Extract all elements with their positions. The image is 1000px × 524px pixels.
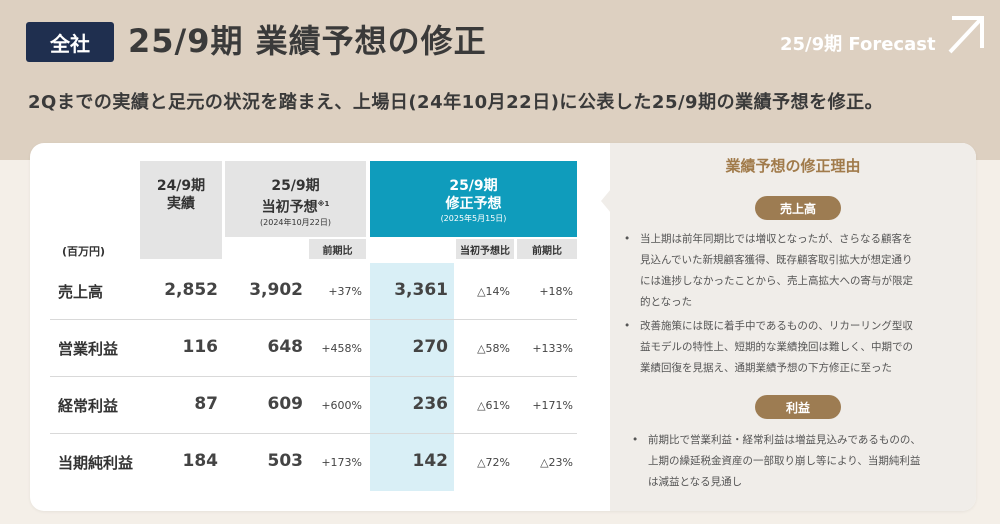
cell-vs-initial: △14% xyxy=(477,285,510,298)
cell-initial: 648 xyxy=(267,337,304,357)
cell-initial-yoy: +37% xyxy=(328,285,362,298)
content-card: 24/9期 実績 25/9期 当初予想※1 (2024年10月22日) 前期比 … xyxy=(30,143,976,511)
sales-bullet-2: • 改善施策には既に着手中であるものの、リカーリング型収 益モデルの特性上、短期… xyxy=(624,320,913,374)
cell-revised-yoy: △23% xyxy=(540,456,573,469)
sales-bullet-1: • 当上期は前年同期比では増収となったが、さらなる顧客を 見込んでいた新規顧客獲… xyxy=(624,233,913,308)
forecast-label: 25/9期 Forecast xyxy=(780,34,936,55)
profit-pill: 利益 xyxy=(755,395,841,419)
cell-initial: 3,902 xyxy=(249,280,303,300)
subheader-vs-initial: 当初予想比 xyxy=(456,239,514,259)
cell-initial: 503 xyxy=(267,451,304,471)
subheader-initial-yoy: 前期比 xyxy=(309,239,366,259)
unit-label: (百万円) xyxy=(62,245,106,258)
col-header-initial: 25/9期 当初予想※1 (2024年10月22日) xyxy=(225,161,366,237)
cell-revised: 3,361 xyxy=(394,280,448,300)
company-badge: 全社 xyxy=(26,22,114,62)
cell-initial-yoy: +458% xyxy=(321,342,362,355)
cell-actual: 116 xyxy=(182,337,219,357)
revised-column-highlight xyxy=(370,263,454,491)
cell-vs-initial: △72% xyxy=(477,456,510,469)
row-divider xyxy=(50,433,577,434)
row-label-ordinary-profit: 経常利益 xyxy=(58,397,119,415)
cell-vs-initial: △58% xyxy=(477,342,510,355)
col-header-actual: 24/9期 実績 xyxy=(140,161,222,259)
logo-slash-icon xyxy=(948,16,984,54)
sales-pill: 売上高 xyxy=(755,196,841,220)
cell-revised-yoy: +18% xyxy=(539,285,573,298)
cell-initial-yoy: +173% xyxy=(321,456,362,469)
cell-actual: 87 xyxy=(194,394,218,414)
cell-revised-yoy: +171% xyxy=(532,399,573,412)
page-title: 25/9期 業績予想の修正 xyxy=(128,22,487,60)
cell-revised: 142 xyxy=(412,451,449,471)
row-label-net-income: 当期純利益 xyxy=(58,454,134,472)
row-divider xyxy=(50,319,577,320)
cell-actual: 2,852 xyxy=(164,280,218,300)
panel-pointer xyxy=(601,189,611,213)
cell-revised-yoy: +133% xyxy=(532,342,573,355)
row-label-sales: 売上高 xyxy=(58,283,104,301)
profit-bullet-1: • 前期比で営業利益・経常利益は増益見込みであるものの、 上期の繰延税金資産の一… xyxy=(632,434,921,488)
page-subtitle: 2Qまでの実績と足元の状況を踏まえ、上場日(24年10月22日)に公表した25/… xyxy=(28,92,884,113)
subheader-revised-yoy: 前期比 xyxy=(517,239,577,259)
cell-revised: 270 xyxy=(412,337,449,357)
col-header-revised: 25/9期 修正予想 (2025年5月15日) xyxy=(370,161,577,237)
cell-vs-initial: △61% xyxy=(477,399,510,412)
header-band xyxy=(0,0,1000,160)
row-divider xyxy=(50,376,577,377)
reason-title: 業績予想の修正理由 xyxy=(725,157,861,175)
cell-initial-yoy: +600% xyxy=(321,399,362,412)
row-label-operating-profit: 営業利益 xyxy=(58,340,119,358)
cell-actual: 184 xyxy=(182,451,219,471)
cell-revised: 236 xyxy=(412,394,449,414)
cell-initial: 609 xyxy=(267,394,304,414)
